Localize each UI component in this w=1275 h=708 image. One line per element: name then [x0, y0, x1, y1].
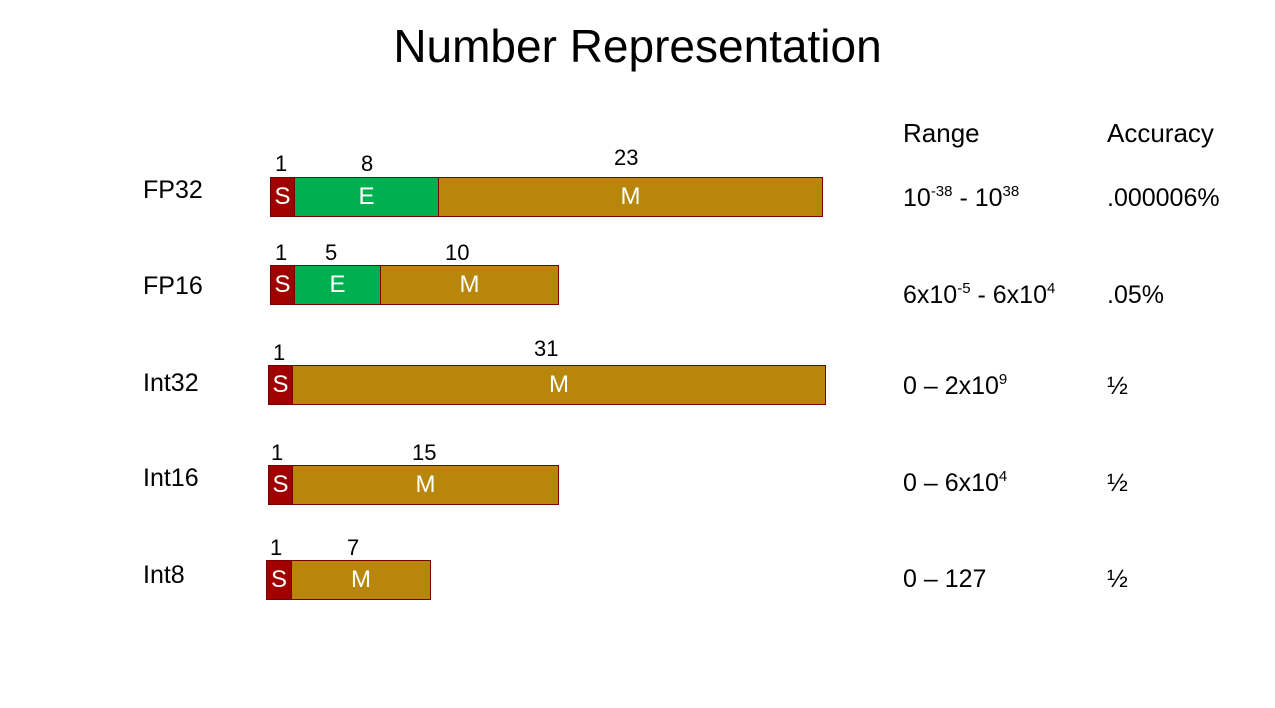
- range-value: 6x10-5 - 6x104: [903, 280, 1056, 309]
- accuracy-value: ½: [1107, 565, 1128, 593]
- range-value: 0 – 127: [903, 565, 987, 593]
- sign-bit-count: 1: [275, 151, 288, 176]
- page-title: Number Representation: [393, 20, 882, 72]
- mantissa-segment: M: [291, 560, 431, 600]
- sign-segment: S: [270, 265, 295, 305]
- accuracy-value: ½: [1107, 372, 1128, 400]
- sign-bit-count: 1: [271, 440, 284, 465]
- accuracy-value: .05%: [1107, 281, 1164, 309]
- mantissa-bit-count: 10: [445, 240, 470, 265]
- mantissa-bit-count: 31: [534, 336, 559, 361]
- accuracy-value: .000006%: [1107, 184, 1220, 212]
- sign-segment: S: [268, 465, 293, 505]
- format-label: FP32: [143, 176, 203, 204]
- range-value: 10-38 - 1038: [903, 183, 1020, 212]
- range-value: 0 – 2x109: [903, 371, 1008, 400]
- mantissa-segment: M: [438, 177, 823, 217]
- mantissa-segment: M: [380, 265, 559, 305]
- exponent-segment: E: [294, 265, 381, 305]
- exponent-bit-count: 8: [361, 151, 374, 176]
- mantissa-bit-count: 15: [412, 440, 437, 465]
- exponent-segment: E: [294, 177, 439, 217]
- mantissa-bit-count: 23: [614, 145, 639, 170]
- format-label: Int16: [143, 464, 199, 492]
- sign-bit-count: 1: [270, 535, 283, 560]
- mantissa-segment: M: [292, 365, 826, 405]
- exponent-bit-count: 5: [325, 240, 338, 265]
- format-label: Int32: [143, 369, 199, 397]
- format-label: FP16: [143, 272, 203, 300]
- mantissa-segment: M: [292, 465, 559, 505]
- accuracy-value: ½: [1107, 469, 1128, 497]
- sign-segment: S: [268, 365, 293, 405]
- range-value: 0 – 6x104: [903, 468, 1008, 497]
- accuracy-column-header: Accuracy: [1107, 118, 1214, 148]
- format-label: Int8: [143, 561, 185, 589]
- sign-bit-count: 1: [273, 340, 286, 365]
- sign-segment: S: [270, 177, 295, 217]
- mantissa-bit-count: 7: [347, 535, 360, 560]
- sign-bit-count: 1: [275, 240, 288, 265]
- range-column-header: Range: [903, 118, 980, 148]
- sign-segment: S: [266, 560, 292, 600]
